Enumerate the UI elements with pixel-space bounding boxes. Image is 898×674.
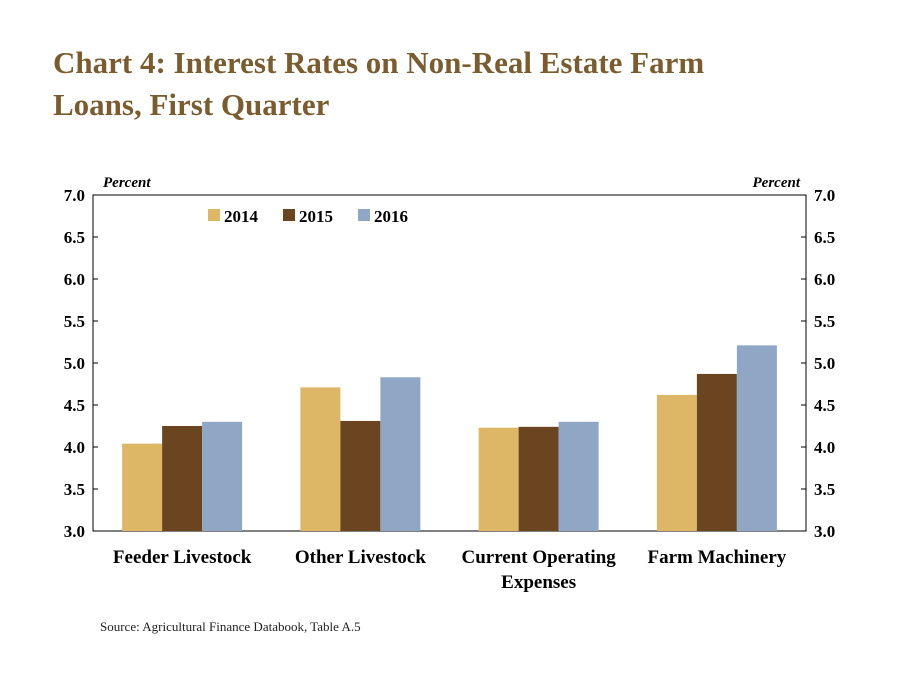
bar-2014 — [300, 387, 341, 531]
legend-swatch-2015 — [283, 209, 295, 221]
bar-2016 — [380, 377, 421, 531]
bar-2014 — [122, 443, 163, 531]
x-tick-label: Farm Machinery — [647, 547, 786, 568]
chart-title: Chart 4: Interest Rates on Non-Real Esta… — [53, 42, 853, 126]
y-tick-label-right: 6.0 — [814, 270, 835, 289]
bar-2015 — [340, 420, 381, 531]
y-tick-label-left: 4.0 — [64, 438, 85, 457]
y-axis-label-left: Percent — [103, 175, 151, 191]
y-tick-label-left: 5.0 — [64, 354, 85, 373]
legend-label-2016: 2016 — [374, 207, 408, 226]
y-tick-label-left: 3.0 — [64, 522, 85, 541]
y-tick-label-left: 6.5 — [64, 228, 85, 247]
bar-2016 — [558, 421, 599, 531]
y-tick-label-right: 3.5 — [814, 480, 835, 499]
y-tick-label-right: 4.5 — [814, 396, 835, 415]
bar-2015 — [518, 426, 559, 531]
y-tick-label-right: 5.0 — [814, 354, 835, 373]
x-tick-label: Feeder Livestock — [113, 547, 252, 568]
source-note: Source: Agricultural Finance Databook, T… — [100, 619, 361, 634]
y-tick-label-left: 6.0 — [64, 270, 85, 289]
y-tick-label-right: 7.0 — [814, 186, 835, 205]
bar-2014 — [478, 427, 519, 531]
y-tick-label-left: 3.5 — [64, 480, 85, 499]
bar-2015 — [162, 426, 203, 531]
x-tick-label: Current Operating — [461, 547, 616, 568]
y-tick-label-left: 5.5 — [64, 312, 85, 331]
x-tick-label: Expenses — [501, 572, 576, 593]
legend-label-2015: 2015 — [299, 207, 333, 226]
y-tick-label-right: 4.0 — [814, 438, 835, 457]
legend-swatch-2014 — [208, 209, 220, 221]
y-tick-label-right: 3.0 — [814, 522, 835, 541]
bar-2016 — [736, 345, 777, 531]
legend-label-2014: 2014 — [224, 207, 259, 226]
y-tick-label-right: 6.5 — [814, 228, 835, 247]
y-tick-label-left: 7.0 — [64, 186, 85, 205]
bar-2015 — [696, 373, 737, 531]
x-tick-label: Other Livestock — [295, 547, 426, 568]
y-axis-label-right: Percent — [753, 175, 801, 191]
bar-2016 — [202, 421, 243, 531]
legend-swatch-2016 — [358, 209, 370, 221]
y-tick-label-left: 4.5 — [64, 396, 85, 415]
y-tick-label-right: 5.5 — [814, 312, 835, 331]
chart-title-line-1: Chart 4: Interest Rates on Non-Real Esta… — [53, 45, 705, 80]
bar-2014 — [656, 394, 697, 531]
chart-title-line-2: Loans, First Quarter — [53, 87, 330, 122]
